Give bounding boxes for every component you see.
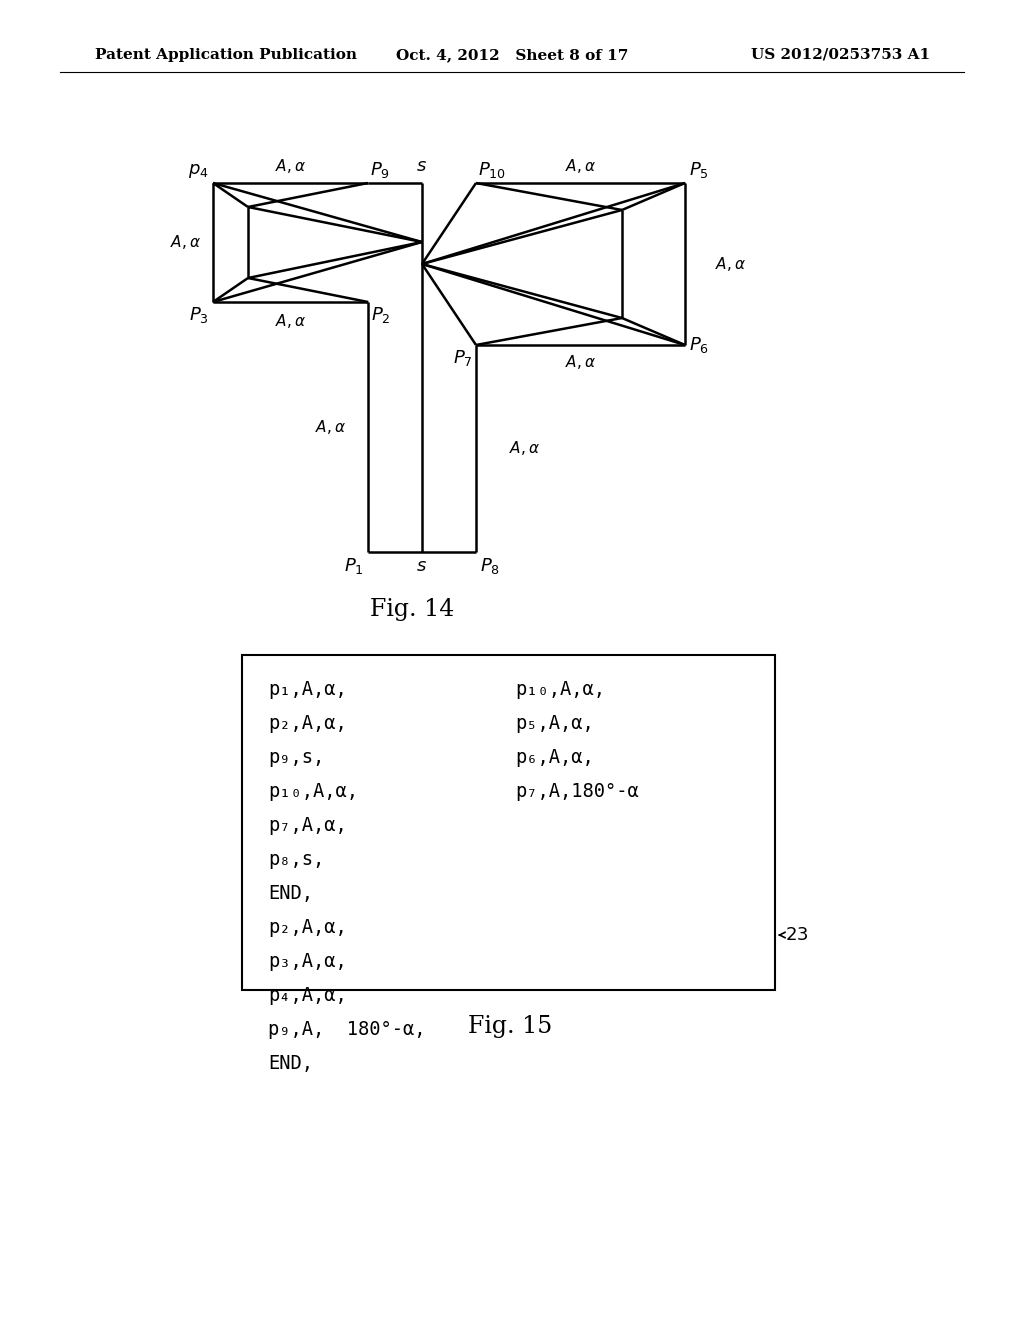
- Text: $P_2$: $P_2$: [371, 305, 390, 325]
- Text: US 2012/0253753 A1: US 2012/0253753 A1: [751, 48, 930, 62]
- Text: $s$: $s$: [417, 157, 427, 176]
- Text: p₃,A,α,: p₃,A,α,: [268, 952, 347, 972]
- Text: p₂,A,α,: p₂,A,α,: [268, 917, 347, 937]
- Text: $P_1$: $P_1$: [344, 556, 364, 576]
- Text: p₅,A,α,: p₅,A,α,: [515, 714, 594, 733]
- Text: Oct. 4, 2012   Sheet 8 of 17: Oct. 4, 2012 Sheet 8 of 17: [396, 48, 628, 62]
- Text: $A, \alpha$: $A, \alpha$: [170, 234, 201, 251]
- Text: $A, \alpha$: $A, \alpha$: [564, 352, 595, 371]
- Text: p₇,A,180°-α: p₇,A,180°-α: [515, 781, 639, 801]
- Text: p₇,A,α,: p₇,A,α,: [268, 816, 347, 836]
- Text: $P_8$: $P_8$: [480, 556, 500, 576]
- Text: $23$: $23$: [785, 927, 809, 944]
- Text: $A, \alpha$: $A, \alpha$: [274, 157, 305, 176]
- Text: p₁,A,α,: p₁,A,α,: [268, 680, 347, 700]
- Text: Patent Application Publication: Patent Application Publication: [95, 48, 357, 62]
- Text: $P_3$: $P_3$: [189, 305, 209, 325]
- Text: $P_5$: $P_5$: [689, 160, 709, 180]
- Text: Fig. 14: Fig. 14: [370, 598, 455, 620]
- Text: $s$: $s$: [417, 557, 427, 576]
- Text: p₉,s,: p₉,s,: [268, 748, 325, 767]
- Text: p₂,A,α,: p₂,A,α,: [268, 714, 347, 733]
- Text: END,: END,: [268, 1053, 313, 1073]
- Text: p₈,s,: p₈,s,: [268, 850, 325, 869]
- Text: $A, \alpha$: $A, \alpha$: [509, 440, 540, 457]
- Text: $P_7$: $P_7$: [454, 348, 473, 368]
- Text: $P_9$: $P_9$: [370, 160, 390, 180]
- Text: Fig. 15: Fig. 15: [468, 1015, 552, 1038]
- Text: $A, \alpha$: $A, \alpha$: [274, 312, 305, 330]
- Text: $A, \alpha$: $A, \alpha$: [314, 418, 345, 436]
- Text: p₁₀,A,α,: p₁₀,A,α,: [268, 781, 358, 801]
- Text: END,: END,: [268, 884, 313, 903]
- Text: $p_4$: $p_4$: [188, 162, 209, 180]
- Text: $P_6$: $P_6$: [689, 335, 709, 355]
- FancyBboxPatch shape: [242, 655, 775, 990]
- Text: $A, \alpha$: $A, \alpha$: [715, 255, 745, 273]
- Text: p₆,A,α,: p₆,A,α,: [515, 748, 594, 767]
- Text: $A, \alpha$: $A, \alpha$: [564, 157, 595, 176]
- Text: p₁₀,A,α,: p₁₀,A,α,: [515, 680, 605, 700]
- Text: p₉,A,  180°-α,: p₉,A, 180°-α,: [268, 1020, 426, 1039]
- Text: $P_{10}$: $P_{10}$: [478, 160, 506, 180]
- Text: p₄,A,α,: p₄,A,α,: [268, 986, 347, 1005]
